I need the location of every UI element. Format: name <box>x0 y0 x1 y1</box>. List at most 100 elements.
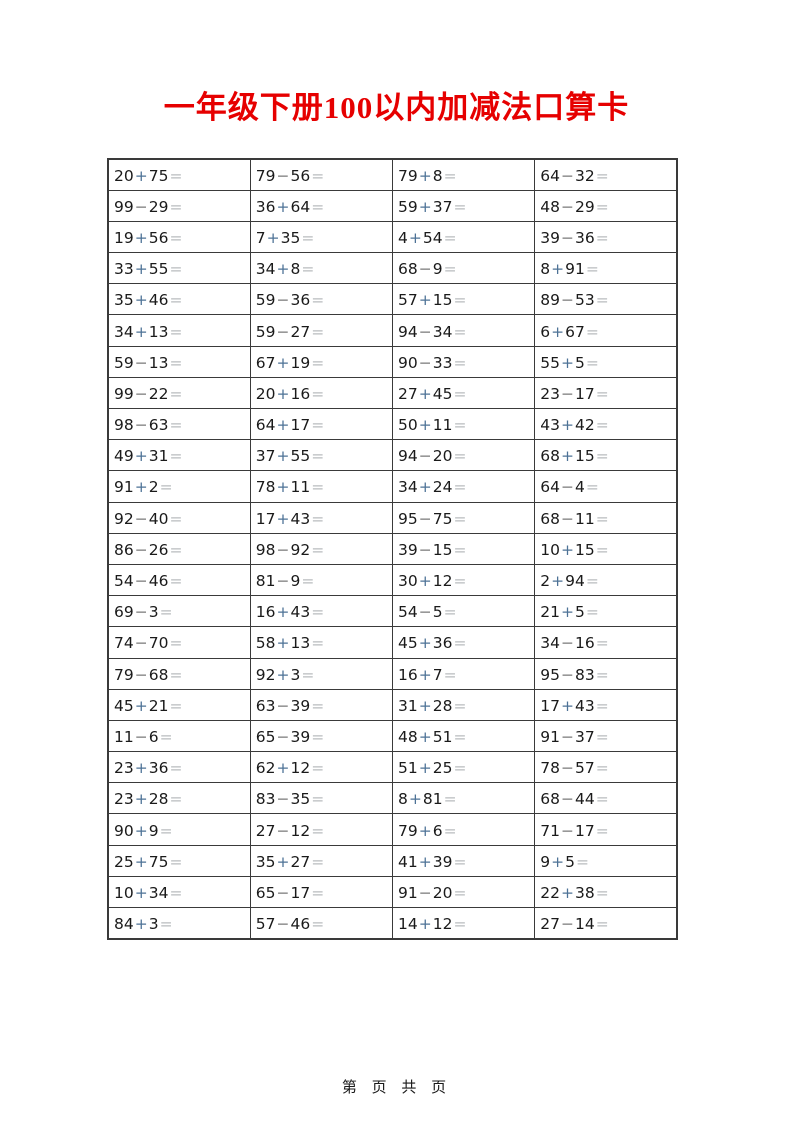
problem-cell: 27−12= <box>249 813 394 846</box>
problem-cell: 99−22= <box>107 376 251 410</box>
problem-cell: 6+67= <box>534 314 678 347</box>
page-footer: 第 页 共 页 <box>341 1078 452 1096</box>
problem-cell: 2+94= <box>534 563 678 597</box>
problem-cell: 90−33= <box>391 345 536 378</box>
problem-cell: 39−36= <box>534 220 678 254</box>
problem-cell: 98−63= <box>107 407 251 441</box>
problem-cell: 94−20= <box>391 439 536 472</box>
table-row: 90+9= 27−12= 79+6= 71−17= <box>107 813 678 846</box>
problem-cell: 21+5= <box>534 595 678 628</box>
table-row: 86−26= 98−92= 39−15= 10+15= <box>107 532 678 565</box>
table-row: 33+55= 34+8= 68−9= 8+91= <box>107 252 678 285</box>
problem-cell: 62+12= <box>249 751 394 784</box>
problem-cell: 68+15= <box>534 439 678 472</box>
problem-cell: 41+39= <box>391 844 536 877</box>
problems-table-body: 20+75= 79−56= 79+8= 64−32= 99−29= 36+64= 59+37… <box>107 158 678 940</box>
problem-cell: 79+6= <box>391 813 536 846</box>
problem-cell: 27+45= <box>391 376 536 410</box>
problem-cell: 99−29= <box>107 189 251 222</box>
problem-cell: 78+11= <box>249 470 394 503</box>
problem-cell: 79+8= <box>391 158 536 191</box>
problem-cell: 35+27= <box>249 844 394 877</box>
problem-cell: 65−17= <box>249 875 394 909</box>
problem-cell: 89−53= <box>534 283 678 316</box>
problem-cell: 79−68= <box>107 657 251 690</box>
table-row: 23+36= 62+12= 51+25= 78−57= <box>107 751 678 784</box>
problem-cell: 11−6= <box>107 719 251 753</box>
problem-cell: 95−83= <box>534 657 678 690</box>
problem-cell: 49+31= <box>107 439 251 472</box>
table-row: 92−40= 17+43= 95−75= 68−11= <box>107 501 678 534</box>
problem-cell: 67+19= <box>249 345 394 378</box>
problem-cell: 59−13= <box>107 345 251 378</box>
problem-cell: 68−11= <box>534 501 678 534</box>
problem-cell: 59−36= <box>249 283 394 316</box>
problem-cell: 74−70= <box>107 626 251 659</box>
problem-cell: 43+42= <box>534 407 678 441</box>
table-row: 98−63= 64+17= 50+11= 43+42= <box>107 407 678 441</box>
problem-cell: 65−39= <box>249 719 394 753</box>
table-row: 35+46= 59−36= 57+15= 89−53= <box>107 283 678 316</box>
problem-cell: 90+9= <box>107 813 251 846</box>
problem-cell: 54−46= <box>107 563 251 597</box>
problem-cell: 92−40= <box>107 501 251 534</box>
problem-cell: 45+36= <box>391 626 536 659</box>
problem-cell: 86−26= <box>107 532 251 565</box>
problem-cell: 71−17= <box>534 813 678 846</box>
table-row: 10+34= 65−17= 91−20= 22+38= <box>107 875 678 909</box>
problem-cell: 4+54= <box>391 220 536 254</box>
problem-cell: 59+37= <box>391 189 536 222</box>
problem-cell: 79−56= <box>249 158 394 191</box>
problem-cell: 23+36= <box>107 751 251 784</box>
problem-cell: 25+75= <box>107 844 251 877</box>
problem-cell: 68−44= <box>534 782 678 815</box>
problem-cell: 17+43= <box>534 688 678 721</box>
table-row: 49+31= 37+55= 94−20= 68+15= <box>107 439 678 472</box>
table-row: 23+28= 83−35= 8+81= 68−44= <box>107 782 678 815</box>
problem-cell: 45+21= <box>107 688 251 721</box>
problem-cell: 27−14= <box>534 906 678 940</box>
problem-cell: 59−27= <box>249 314 394 347</box>
problem-cell: 34+8= <box>249 252 394 285</box>
problem-cell: 95−75= <box>391 501 536 534</box>
table-row: 79−68= 92+3= 16+7= 95−83= <box>107 657 678 690</box>
problem-cell: 55+5= <box>534 345 678 378</box>
problem-cell: 57+15= <box>391 283 536 316</box>
problem-cell: 48+51= <box>391 719 536 753</box>
problem-cell: 17+43= <box>249 501 394 534</box>
problem-cell: 9+5= <box>534 844 678 877</box>
problem-cell: 58+13= <box>249 626 394 659</box>
problem-cell: 10+15= <box>534 532 678 565</box>
problem-cell: 23+28= <box>107 782 251 815</box>
problem-cell: 34+13= <box>107 314 251 347</box>
problem-cell: 31+28= <box>391 688 536 721</box>
table-row: 45+21= 63−39= 31+28= 17+43= <box>107 688 678 721</box>
problem-cell: 91+2= <box>107 470 251 503</box>
problem-cell: 16+43= <box>249 595 394 628</box>
problem-cell: 92+3= <box>249 657 394 690</box>
problem-cell: 81−9= <box>249 563 394 597</box>
problem-cell: 91−20= <box>391 875 536 909</box>
table-row: 20+75= 79−56= 79+8= 64−32= <box>107 158 678 191</box>
problem-cell: 50+11= <box>391 407 536 441</box>
problem-cell: 33+55= <box>107 252 251 285</box>
problem-cell: 8+81= <box>391 782 536 815</box>
problem-cell: 84+3= <box>107 906 251 940</box>
problem-cell: 98−92= <box>249 532 394 565</box>
problem-cell: 48−29= <box>534 189 678 222</box>
problem-cell: 23−17= <box>534 376 678 410</box>
problem-cell: 94−34= <box>391 314 536 347</box>
problem-cell: 20+75= <box>107 158 251 191</box>
problem-cell: 57−46= <box>249 906 394 940</box>
problem-cell: 51+25= <box>391 751 536 784</box>
page-title: 一年级下册100以内加减法口算卡 <box>163 90 630 125</box>
problem-cell: 69−3= <box>107 595 251 628</box>
problem-cell: 35+46= <box>107 283 251 316</box>
table-row: 54−46= 81−9= 30+12= 2+94= <box>107 563 678 597</box>
problem-cell: 64−32= <box>534 158 678 191</box>
problem-cell: 16+7= <box>391 657 536 690</box>
table-row: 91+2= 78+11= 34+24= 64−4= <box>107 470 678 503</box>
problem-cell: 78−57= <box>534 751 678 784</box>
table-row: 69−3= 16+43= 54−5= 21+5= <box>107 595 678 628</box>
